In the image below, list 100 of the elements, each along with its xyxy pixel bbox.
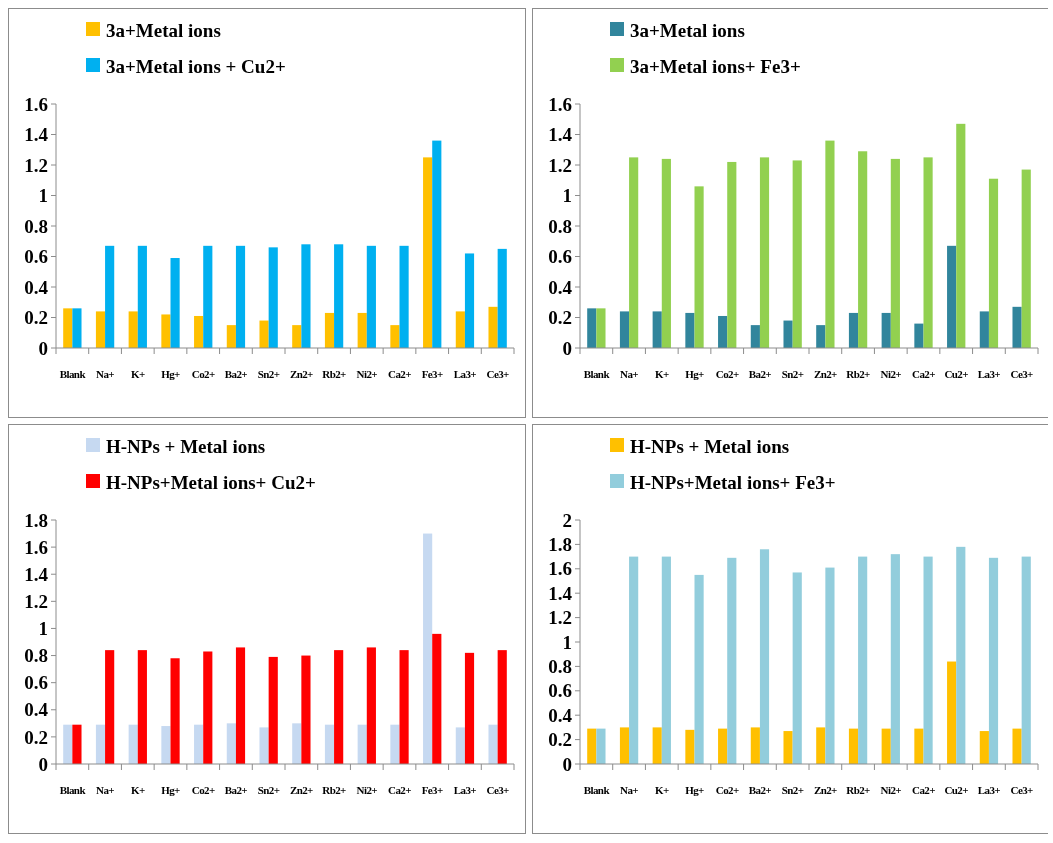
bar bbox=[464, 652, 475, 764]
x-tick-label: Blank bbox=[583, 784, 611, 796]
x-tick-label: Sn2+ bbox=[257, 368, 280, 380]
bar bbox=[488, 724, 498, 764]
bar bbox=[1012, 306, 1022, 348]
x-tick-label: La3+ bbox=[453, 368, 477, 380]
legend-label: 3a+Metal ions+ Fe3+ bbox=[630, 55, 801, 77]
y-tick-label: 1.6 bbox=[548, 558, 572, 580]
y-tick-label: 1.2 bbox=[548, 154, 572, 176]
x-tick-label: La3+ bbox=[977, 784, 1001, 796]
bar bbox=[432, 633, 442, 764]
x-tick-label: K+ bbox=[654, 784, 669, 796]
bar bbox=[455, 727, 465, 764]
x-tick-label: Na+ bbox=[620, 368, 639, 380]
bar bbox=[890, 554, 900, 764]
bar bbox=[956, 123, 966, 348]
bar bbox=[783, 320, 793, 348]
bar bbox=[979, 731, 989, 764]
x-tick-label: Co2+ bbox=[715, 784, 739, 796]
bar bbox=[324, 724, 335, 764]
x-tick-label: Fe3+ bbox=[421, 784, 444, 796]
bar bbox=[455, 311, 465, 348]
bar bbox=[685, 312, 695, 348]
x-tick-label: Rb2+ bbox=[322, 784, 347, 796]
y-tick-label: 1.2 bbox=[24, 154, 48, 176]
x-tick-label: Rb2+ bbox=[322, 368, 347, 380]
bar bbox=[1021, 556, 1031, 764]
y-tick-label: 0 bbox=[38, 337, 48, 359]
x-tick-label: Ni2+ bbox=[880, 784, 902, 796]
bar bbox=[170, 658, 180, 764]
x-tick-label: Zn2+ bbox=[813, 784, 838, 796]
x-tick-label: Zn2+ bbox=[289, 368, 314, 380]
bar bbox=[825, 140, 835, 348]
bar bbox=[848, 312, 859, 348]
y-tick-label: 1.4 bbox=[548, 582, 573, 604]
x-tick-label: Ce3+ bbox=[1010, 368, 1034, 380]
bar bbox=[423, 157, 433, 348]
x-tick-label: Blank bbox=[59, 368, 87, 380]
x-tick-label: Ca2+ bbox=[388, 368, 412, 380]
y-tick-label: 0.4 bbox=[24, 699, 49, 721]
bar bbox=[1012, 728, 1022, 764]
x-tick-label: Na+ bbox=[96, 784, 115, 796]
bar bbox=[423, 533, 433, 764]
bar bbox=[652, 727, 662, 764]
bar bbox=[694, 574, 704, 764]
x-tick-label: Hg+ bbox=[685, 784, 705, 796]
bar bbox=[105, 650, 115, 764]
y-tick-label: 1.6 bbox=[24, 93, 48, 115]
y-tick-label: 1.8 bbox=[24, 509, 48, 531]
bar bbox=[95, 311, 106, 348]
y-tick-label: 0.6 bbox=[548, 246, 572, 268]
bar bbox=[399, 245, 409, 348]
bar bbox=[399, 650, 409, 764]
x-tick-label: La3+ bbox=[977, 368, 1001, 380]
bar bbox=[947, 245, 957, 348]
bar bbox=[128, 311, 138, 348]
x-tick-label: Fe3+ bbox=[421, 368, 444, 380]
bar bbox=[858, 556, 868, 764]
bar bbox=[718, 728, 728, 764]
bar bbox=[464, 253, 475, 348]
bar bbox=[63, 308, 73, 348]
bar bbox=[226, 325, 236, 348]
x-tick-label: Hg+ bbox=[161, 368, 181, 380]
y-tick-label: 1.6 bbox=[24, 536, 48, 558]
x-tick-label: Ca2+ bbox=[388, 784, 412, 796]
bar bbox=[881, 728, 891, 764]
bar bbox=[301, 655, 311, 764]
x-tick-label: K+ bbox=[654, 368, 669, 380]
x-tick-label: K+ bbox=[130, 784, 145, 796]
bar bbox=[661, 158, 671, 348]
bar bbox=[497, 248, 507, 348]
legend-label: 3a+Metal ions bbox=[630, 19, 745, 41]
x-tick-label: Cu2+ bbox=[944, 784, 969, 796]
bar bbox=[203, 245, 213, 348]
bar bbox=[268, 247, 278, 348]
bar bbox=[259, 320, 269, 348]
bar bbox=[334, 650, 344, 764]
x-tick-label: Co2+ bbox=[191, 784, 215, 796]
bar bbox=[63, 724, 73, 764]
bar bbox=[685, 729, 695, 764]
y-tick-label: 0.4 bbox=[548, 276, 573, 298]
y-tick-label: 1.4 bbox=[548, 124, 573, 146]
bar bbox=[259, 727, 269, 764]
bar bbox=[988, 557, 999, 764]
bar bbox=[727, 557, 737, 764]
bar bbox=[161, 726, 171, 764]
x-tick-label: Ba2+ bbox=[224, 368, 248, 380]
bar bbox=[194, 724, 204, 764]
bar bbox=[194, 315, 204, 348]
legend-label: H-NPs + Metal ions bbox=[630, 435, 790, 457]
bar bbox=[947, 661, 957, 764]
x-tick-label: Sn2+ bbox=[781, 368, 804, 380]
bar bbox=[95, 724, 106, 764]
bar bbox=[72, 308, 82, 348]
x-tick-label: K+ bbox=[130, 368, 145, 380]
bar bbox=[72, 724, 82, 764]
x-tick-label: Ca2+ bbox=[912, 368, 936, 380]
y-tick-label: 1.6 bbox=[548, 93, 572, 115]
legend-label: H-NPs+Metal ions+ Cu2+ bbox=[106, 471, 316, 493]
bar bbox=[235, 647, 246, 764]
